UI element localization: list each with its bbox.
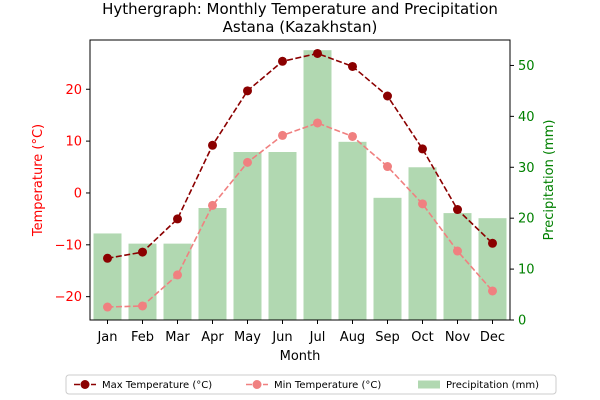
series-point: [278, 130, 287, 140]
legend-label: Precipitation (mm): [446, 380, 539, 391]
legend-item: Min Temperature (°C): [246, 380, 381, 391]
x-axis-label: Month: [280, 349, 321, 364]
series-point: [103, 302, 112, 312]
series-point: [348, 61, 357, 71]
series-point: [453, 246, 462, 256]
series-point: [243, 157, 252, 167]
precipitation-bar: [198, 208, 227, 320]
series-point: [278, 56, 287, 66]
series-point: [138, 247, 147, 257]
series-point: [138, 301, 147, 311]
x-tick-label: Jun: [271, 330, 292, 345]
x-tick-label: Feb: [131, 330, 154, 345]
series-point: [243, 86, 252, 96]
plot-frame: [89, 39, 511, 321]
series-line-group: [103, 118, 497, 312]
legend-marker: [80, 380, 90, 389]
precipitation-bar: [338, 141, 367, 320]
y-right-tick-label: 30: [518, 161, 535, 176]
series-point: [313, 48, 322, 58]
legend-frame: [65, 374, 557, 395]
x-tick-label: Aug: [340, 330, 365, 345]
series-point: [383, 91, 392, 101]
y-left-tick-label: −10: [55, 238, 82, 253]
series-point: [208, 200, 217, 210]
x-tick-label: Jan: [96, 330, 117, 345]
series-point: [173, 270, 182, 280]
y-axis-left: −20 −10 0 10 20: [55, 83, 90, 305]
legend-marker: [252, 380, 262, 389]
series-point: [348, 131, 357, 141]
temperature-lines: [103, 48, 497, 312]
y-axis-right: 0 10 20 30 40 50: [510, 59, 535, 329]
precipitation-bar: [443, 213, 472, 320]
chart-title-line: Hythergraph: Monthly Temperature and Pre…: [102, 0, 498, 18]
x-tick-label: Apr: [201, 330, 224, 345]
x-tick-label: Dec: [480, 330, 505, 345]
y-left-tick-label: 20: [65, 83, 82, 98]
precipitation-bar: [268, 152, 297, 320]
legend: Max Temperature (°C) Min Temperature (°C)…: [65, 374, 557, 395]
y-axis-right-label: Precipitation (mm): [542, 120, 557, 241]
series-point: [488, 286, 497, 296]
x-tick-label: Nov: [445, 330, 471, 345]
x-tick-label: Oct: [411, 330, 433, 345]
x-axis: Jan Feb Mar Apr May Jun Jul Aug Sep Oct Nov Dec: [96, 320, 505, 345]
series-line: [107, 52, 494, 260]
legend-item: Max Temperature (°C): [74, 380, 212, 391]
x-tick-label: Sep: [375, 330, 400, 345]
y-right-tick-label: 50: [518, 59, 535, 74]
legend-label: Max Temperature (°C): [102, 380, 212, 391]
series-point: [313, 118, 322, 128]
series-line: [107, 122, 494, 308]
x-tick-label: May: [234, 330, 261, 345]
precipitation-bar: [373, 197, 402, 320]
precipitation-bar: [408, 167, 437, 320]
series-point: [488, 238, 497, 248]
legend-item: Precipitation (mm): [418, 380, 539, 391]
y-right-tick-label: 20: [518, 212, 535, 227]
series-point: [103, 253, 112, 263]
chart-title: Hythergraph: Monthly Temperature and Pre…: [102, 0, 498, 36]
y-right-tick-label: 10: [518, 263, 535, 278]
series-point: [383, 162, 392, 172]
precipitation-bar: [233, 152, 262, 320]
series-point: [208, 140, 217, 150]
legend-bar-swatch: [418, 380, 440, 389]
legend-label: Min Temperature (°C): [274, 380, 381, 391]
y-right-tick-label: 0: [518, 314, 526, 329]
series-point: [453, 205, 462, 215]
y-left-tick-label: 10: [65, 135, 82, 150]
precipitation-bar: [303, 50, 332, 320]
y-right-tick-label: 40: [518, 110, 535, 125]
series-point: [173, 214, 182, 224]
precipitation-bars: [93, 50, 507, 320]
series-line-group: [103, 48, 497, 263]
y-left-tick-label: −20: [55, 290, 82, 305]
x-tick-label: Jul: [309, 330, 326, 345]
x-tick-label: Mar: [165, 330, 190, 345]
series-point: [418, 144, 427, 154]
y-left-tick-label: 0: [74, 186, 82, 201]
series-point: [418, 199, 427, 209]
y-axis-left-label: Temperature (°C): [31, 124, 46, 237]
chart-title-line: Astana (Kazakhstan): [223, 18, 378, 36]
